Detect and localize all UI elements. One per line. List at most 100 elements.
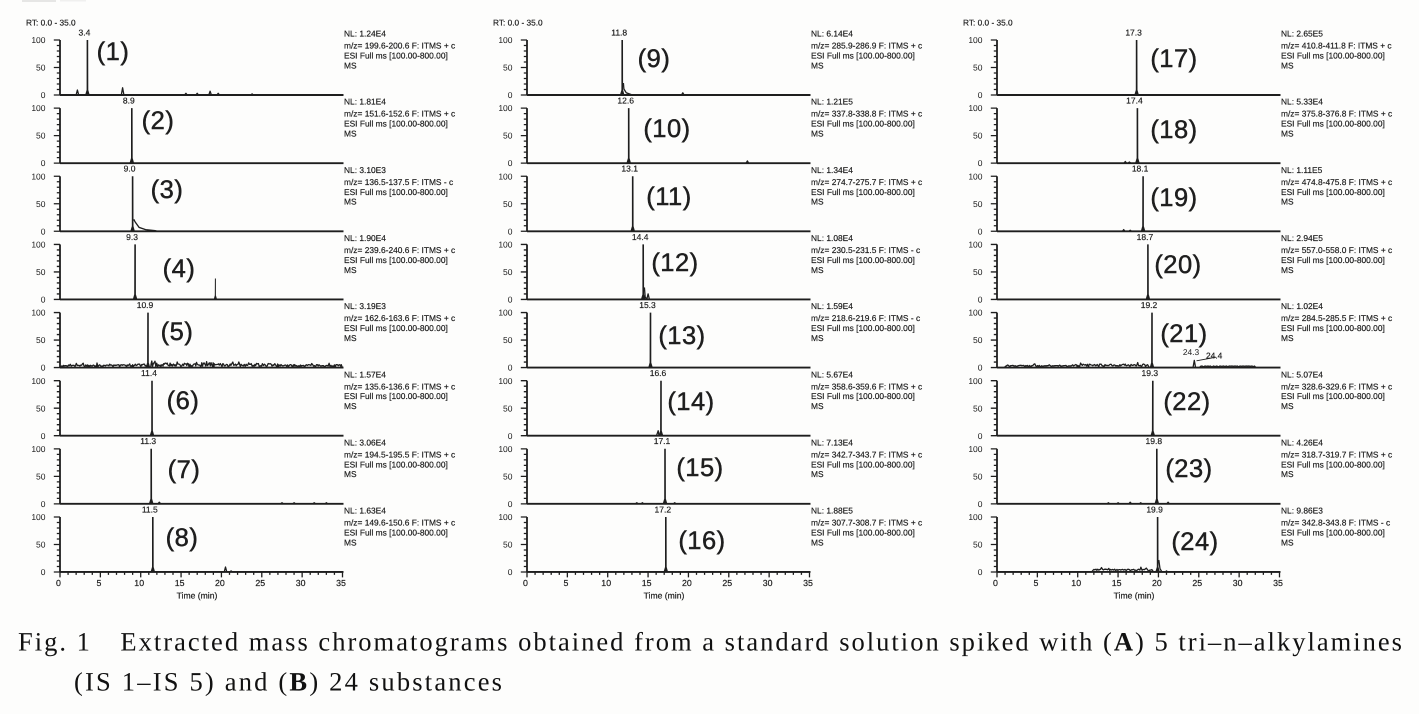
svg-text:100: 100 <box>498 308 512 318</box>
svg-text:19.2: 19.2 <box>1141 300 1158 310</box>
svg-text:NL: 4.26E4: NL: 4.26E4 <box>1281 437 1323 447</box>
svg-text:100: 100 <box>968 35 982 45</box>
svg-text:(7): (7) <box>168 456 201 484</box>
svg-text:(18): (18) <box>1150 116 1197 144</box>
svg-text:0: 0 <box>508 158 513 168</box>
svg-text:MS: MS <box>344 265 357 275</box>
svg-text:NL: 5.07E4: NL: 5.07E4 <box>1281 369 1323 379</box>
svg-text:100: 100 <box>498 240 512 250</box>
svg-text:20: 20 <box>215 578 225 588</box>
svg-text:NL: 6.14E4: NL: 6.14E4 <box>811 29 853 39</box>
svg-text:MS: MS <box>344 401 357 411</box>
svg-text:15: 15 <box>1112 578 1122 588</box>
svg-text:ESI Full ms [100.00-800.00]: ESI Full ms [100.00-800.00] <box>1281 391 1385 401</box>
svg-text:ESI Full ms [100.00-800.00]: ESI Full ms [100.00-800.00] <box>1281 119 1385 129</box>
svg-text:50: 50 <box>503 199 513 209</box>
svg-text:0: 0 <box>978 499 983 509</box>
svg-text:30: 30 <box>763 578 773 588</box>
svg-text:NL: 5.67E4: NL: 5.67E4 <box>811 369 853 379</box>
svg-text:15: 15 <box>175 578 185 588</box>
svg-text:100: 100 <box>498 171 512 181</box>
svg-text:9.0: 9.0 <box>124 164 136 174</box>
svg-text:50: 50 <box>503 403 513 413</box>
svg-text:Fig. 1 Extracted mass chromato: Fig. 1 Extracted mass chromatograms obta… <box>18 627 1402 657</box>
svg-text:0: 0 <box>508 90 513 100</box>
svg-text:m/z= 199.6-200.6 F: ITMS + c: m/z= 199.6-200.6 F: ITMS + c <box>344 41 455 51</box>
svg-text:11.5: 11.5 <box>142 504 158 514</box>
svg-text:m/z= 410.8-411.8 F: ITMS + c: m/z= 410.8-411.8 F: ITMS + c <box>1281 41 1392 51</box>
svg-text:(16): (16) <box>678 527 725 555</box>
svg-text:RT: 0.0 - 35.0: RT: 0.0 - 35.0 <box>963 17 1013 27</box>
svg-text:(20): (20) <box>1154 251 1201 279</box>
svg-text:11.8: 11.8 <box>611 27 627 37</box>
svg-text:MS: MS <box>344 197 357 207</box>
svg-text:50: 50 <box>503 63 513 73</box>
svg-text:3.4: 3.4 <box>78 27 90 37</box>
svg-text:ESI Full ms [100.00-800.00]: ESI Full ms [100.00-800.00] <box>1281 255 1385 265</box>
svg-text:100: 100 <box>31 240 45 250</box>
svg-text:m/z= 230.5-231.5 F: ITMS - c: m/z= 230.5-231.5 F: ITMS - c <box>811 245 920 255</box>
svg-text:0: 0 <box>978 226 983 236</box>
svg-text:(14): (14) <box>667 388 714 416</box>
svg-text:50: 50 <box>973 335 983 345</box>
svg-text:100: 100 <box>968 308 982 318</box>
svg-text:17.2: 17.2 <box>655 504 672 514</box>
svg-text:RT: 0.0 - 35.0: RT: 0.0 - 35.0 <box>493 17 543 27</box>
svg-text:100: 100 <box>968 444 982 454</box>
svg-text:18.7: 18.7 <box>1137 232 1154 242</box>
svg-text:16.6: 16.6 <box>650 368 667 378</box>
svg-text:0: 0 <box>508 567 513 577</box>
svg-text:m/z= 474.8-475.8 F: ITMS + c: m/z= 474.8-475.8 F: ITMS + c <box>1281 177 1392 187</box>
svg-text:100: 100 <box>498 376 512 386</box>
svg-text:(10): (10) <box>643 115 690 143</box>
svg-text:RT: 0.0 - 35.0: RT: 0.0 - 35.0 <box>26 17 76 27</box>
svg-text:ESI Full ms [100.00-800.00]: ESI Full ms [100.00-800.00] <box>344 51 448 61</box>
svg-text:NL: 2.65E5: NL: 2.65E5 <box>1281 29 1323 39</box>
svg-text:11.4: 11.4 <box>141 368 157 378</box>
svg-text:NL: 1.08E4: NL: 1.08E4 <box>811 233 853 243</box>
svg-text:ESI Full ms [100.00-800.00]: ESI Full ms [100.00-800.00] <box>1281 528 1385 538</box>
svg-text:100: 100 <box>498 103 512 113</box>
svg-text:0: 0 <box>508 363 513 373</box>
svg-text:MS: MS <box>1281 60 1294 70</box>
svg-text:(6): (6) <box>167 387 200 415</box>
svg-text:11.3: 11.3 <box>140 436 156 446</box>
svg-text:0: 0 <box>41 226 46 236</box>
svg-text:MS: MS <box>811 537 824 547</box>
svg-text:15.3: 15.3 <box>639 300 656 310</box>
svg-text:100: 100 <box>968 171 982 181</box>
svg-text:m/z= 285.9-286.9 F: ITMS + c: m/z= 285.9-286.9 F: ITMS + c <box>811 41 922 51</box>
svg-text:0: 0 <box>41 431 46 441</box>
svg-text:NL: 1.88E5: NL: 1.88E5 <box>811 506 853 516</box>
svg-text:(23): (23) <box>1165 455 1212 483</box>
svg-text:MS: MS <box>811 60 824 70</box>
svg-text:(15): (15) <box>676 454 723 482</box>
svg-text:m/z= 342.7-343.7 F: ITMS + c: m/z= 342.7-343.7 F: ITMS + c <box>811 449 922 459</box>
svg-text:50: 50 <box>973 267 983 277</box>
svg-text:MS: MS <box>1281 129 1294 139</box>
svg-text:Time (min): Time (min) <box>644 591 685 601</box>
svg-text:50: 50 <box>36 540 46 550</box>
svg-text:ESI Full ms [100.00-800.00]: ESI Full ms [100.00-800.00] <box>344 459 448 469</box>
svg-text:(8): (8) <box>166 524 199 552</box>
svg-text:ESI Full ms [100.00-800.00]: ESI Full ms [100.00-800.00] <box>344 528 448 538</box>
svg-text:MS: MS <box>1281 197 1294 207</box>
svg-text:0: 0 <box>993 578 998 588</box>
svg-text:NL: 1.24E4: NL: 1.24E4 <box>344 29 386 39</box>
svg-text:ESI Full ms [100.00-800.00]: ESI Full ms [100.00-800.00] <box>1281 323 1385 333</box>
svg-text:0: 0 <box>508 499 513 509</box>
svg-text:50: 50 <box>503 267 513 277</box>
svg-text:NL: 5.33E4: NL: 5.33E4 <box>1281 97 1323 107</box>
svg-text:25: 25 <box>255 578 265 588</box>
svg-text:0: 0 <box>978 431 983 441</box>
svg-text:(3): (3) <box>151 176 184 204</box>
svg-text:NL: 1.59E4: NL: 1.59E4 <box>811 301 853 311</box>
svg-text:50: 50 <box>36 403 46 413</box>
svg-text:ESI Full ms [100.00-800.00]: ESI Full ms [100.00-800.00] <box>811 323 915 333</box>
svg-text:50: 50 <box>36 471 46 481</box>
svg-text:ESI Full ms [100.00-800.00]: ESI Full ms [100.00-800.00] <box>811 391 915 401</box>
svg-text:50: 50 <box>973 540 983 550</box>
svg-text:10: 10 <box>601 578 611 588</box>
svg-text:(11): (11) <box>646 183 691 211</box>
svg-text:20: 20 <box>682 578 692 588</box>
